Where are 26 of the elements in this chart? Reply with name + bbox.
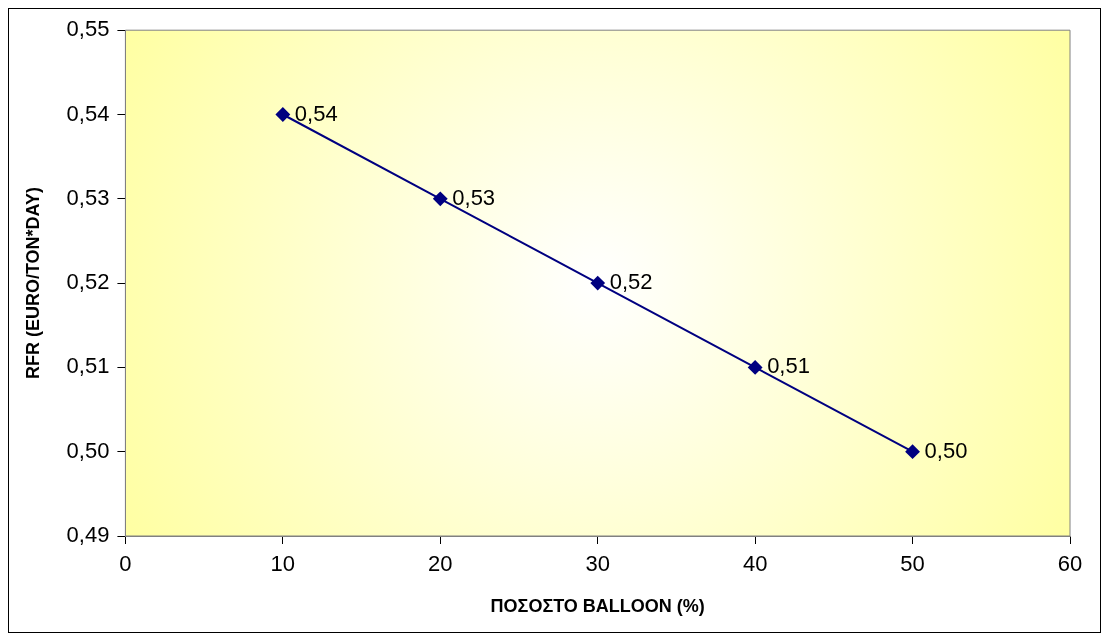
y-tick-label: 0,49 (66, 522, 110, 548)
point (905, 444, 920, 459)
data-label: 0,52 (609, 269, 653, 295)
x-tick-label: 20 (428, 551, 453, 577)
y-tick-label: 0,54 (66, 100, 110, 126)
x-axis-title: ΠΟΣΟΣΤΟ BALLOON (%) (490, 596, 705, 617)
y-tick-label: 0,55 (66, 16, 110, 42)
y-axis-title: RFR (EURO/TON*DAY) (22, 187, 43, 380)
data-label: 0,54 (294, 100, 338, 126)
y-tick-label: 0,53 (66, 184, 110, 210)
data-label: 0,51 (767, 353, 810, 379)
data-label: 0,50 (924, 437, 968, 463)
x-tick-label: 0 (119, 551, 132, 577)
x-tick-label: 40 (742, 551, 768, 577)
y-tick-label: 0,52 (66, 269, 110, 295)
y-tick-label: 0,51 (66, 353, 110, 379)
x-tick-label: 50 (900, 551, 925, 577)
point (433, 191, 448, 206)
x-tick-label: 10 (270, 551, 296, 577)
point (275, 107, 290, 122)
x-tick-label: 30 (585, 551, 610, 577)
x-tick-label: 60 (1057, 551, 1083, 577)
y-tick-label: 0,50 (66, 437, 110, 463)
data-label: 0,53 (452, 184, 496, 210)
point (748, 360, 763, 375)
point (590, 276, 605, 291)
